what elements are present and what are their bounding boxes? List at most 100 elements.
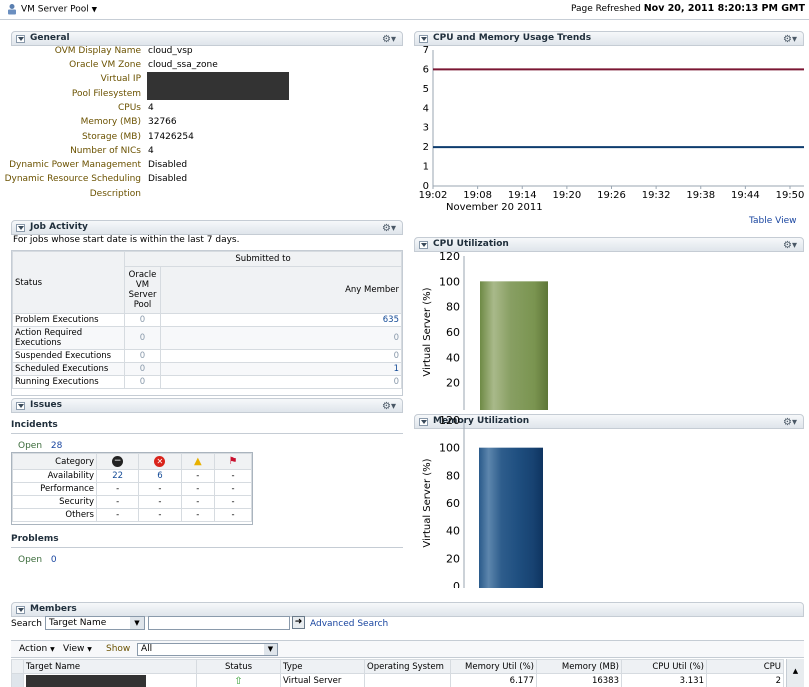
y-tick-label: 0 [453, 580, 460, 588]
gear-icon[interactable]: ⚙▾ [783, 417, 797, 428]
members-toolbar: Action ▼ View ▼ Show All ▼ [11, 640, 804, 658]
table-row: Others - - - - [12, 508, 252, 522]
col-status[interactable]: Status [196, 659, 281, 674]
chevron-down-icon: ▼ [264, 644, 277, 655]
x-tick-label: 19:26 [597, 190, 626, 201]
general-value: Disabled [148, 160, 188, 170]
member-cell[interactable]: 635 [160, 313, 402, 327]
submitted-col-header: Submitted to [124, 251, 402, 267]
general-value: cloud_ssa_zone [148, 60, 218, 70]
page-refreshed: Page Refreshed Nov 20, 2011 8:20:13 PM G… [571, 3, 805, 14]
job-activity-header: Job Activity ⚙▾ [11, 220, 403, 235]
count-cell[interactable]: 6 [138, 469, 182, 483]
col-type[interactable]: Type [280, 659, 365, 674]
cpu-cell: 2 [706, 673, 784, 687]
table-view-link[interactable]: Table View [749, 216, 797, 226]
collapse-toggle[interactable] [16, 402, 25, 410]
view-menu[interactable]: View ▼ [63, 644, 92, 654]
open-count-link[interactable]: 28 [50, 441, 63, 451]
count-cell: - [138, 482, 182, 496]
chevron-down-icon: ▼ [50, 646, 55, 653]
fatal-col-header: − [95, 453, 140, 470]
general-label: Dynamic Resource Scheduling [4, 174, 141, 184]
y-tick-label: 4 [423, 103, 429, 114]
y-tick-label: 60 [446, 326, 460, 339]
scroll-up-icon[interactable]: ▲ [792, 667, 799, 675]
col-cpu[interactable]: CPU [706, 659, 784, 674]
warning-icon: ▲ [193, 456, 202, 467]
y-tick-label: 20 [446, 552, 460, 565]
gear-icon[interactable]: ⚙▾ [783, 34, 797, 45]
trend-header: CPU and Memory Usage Trends ⚙▾ [414, 31, 804, 46]
gear-icon[interactable]: ⚙▾ [382, 401, 396, 412]
show-label: Show [106, 644, 131, 654]
pool-cell: 0 [124, 313, 161, 327]
x-tick-label: 19:08 [463, 190, 492, 201]
col-os[interactable]: Operating System [364, 659, 451, 674]
page-title: VM Server Pool [21, 4, 89, 15]
general-label: Storage (MB) [81, 132, 141, 142]
collapse-toggle[interactable] [16, 35, 25, 43]
job-subtitle: For jobs whose start date is within the … [13, 235, 240, 245]
count-cell[interactable]: 22 [95, 469, 140, 483]
critical-col-header: ✕ [138, 453, 182, 470]
collapse-toggle[interactable] [16, 224, 25, 232]
search-label: Search [11, 619, 42, 629]
count-cell: - [95, 482, 140, 496]
col-target-name[interactable]: Target Name [23, 659, 197, 674]
collapse-toggle[interactable] [419, 241, 428, 249]
col-memory-util[interactable]: Memory Util (%) [450, 659, 537, 674]
page-title-menu[interactable]: VM Server Pool ▼ [6, 3, 97, 15]
member-col-header: Any Member [160, 266, 402, 314]
collapse-toggle[interactable] [16, 606, 25, 614]
category-cell: Availability [12, 469, 97, 483]
page-header: VM Server Pool ▼ Page Refreshed Nov 20, … [0, 0, 809, 20]
gear-icon[interactable]: ⚙▾ [783, 240, 797, 251]
search-field-select[interactable]: Target Name ▼ [45, 616, 145, 630]
table-row[interactable]: ⇧ Virtual Server 6.177 16383 3.131 2 [11, 673, 784, 687]
gear-icon[interactable]: ⚙▾ [382, 34, 396, 45]
y-tick-label: 60 [446, 497, 460, 510]
action-menu[interactable]: Action ▼ [19, 644, 55, 654]
issues-header: Issues ⚙▾ [11, 398, 403, 413]
general-label: Oracle VM Zone [69, 60, 141, 70]
open-label: Open [18, 441, 43, 451]
x-tick-label: 19:44 [731, 190, 760, 201]
col-cpu-util[interactable]: CPU Util (%) [621, 659, 707, 674]
problems-open-count-link[interactable]: 0 [50, 555, 57, 565]
gear-icon[interactable]: ⚙▾ [382, 223, 396, 234]
flag-icon: ⚑ [228, 456, 238, 467]
table-row: Running Executions 0 0 [12, 375, 402, 389]
chevron-down-icon[interactable]: ▼ [91, 5, 98, 14]
problems-open: Open 0 [18, 555, 57, 565]
search-go-icon[interactable]: ➜ [292, 616, 305, 629]
target-name-cell[interactable] [23, 673, 197, 687]
status-col-header: Status [12, 251, 125, 314]
show-select[interactable]: All ▼ [137, 643, 278, 656]
collapse-toggle[interactable] [419, 418, 428, 426]
warning-col-header: ▲ [180, 453, 216, 470]
member-cell: 0 [160, 349, 402, 363]
vertical-scrollbar[interactable]: ▲ [786, 659, 804, 687]
collapse-toggle[interactable] [419, 35, 428, 43]
count-cell: - [138, 495, 182, 509]
cpu-util-header: CPU Utilization ⚙▾ [414, 237, 804, 252]
incidents-table: Category − ✕ ▲ ⚑ Availability 22 6 - - P… [11, 452, 253, 525]
col-memory-mb[interactable]: Memory (MB) [536, 659, 622, 674]
search-input[interactable] [148, 616, 290, 630]
y-tick-label: 1 [423, 162, 429, 173]
row-selector[interactable] [11, 673, 24, 687]
count-cell: - [214, 508, 252, 522]
y-tick-label: 20 [446, 377, 460, 390]
advanced-search-link[interactable]: Advanced Search [310, 619, 389, 629]
trend-title: CPU and Memory Usage Trends [433, 33, 592, 43]
count-cell: - [95, 495, 140, 509]
x-tick-label: 19:32 [642, 190, 671, 201]
refreshed-label: Page Refreshed [570, 4, 641, 14]
general-label: OVM Display Name [54, 46, 141, 56]
member-cell[interactable]: 1 [160, 362, 402, 376]
count-cell: - [180, 469, 216, 483]
trend-chart: 0 1 2 3 4 5 6 7 19:02 19:08 19:14 19:20 19:26 19:32 19… [419, 46, 805, 213]
type-cell: Virtual Server [280, 673, 365, 687]
status-cell: Problem Executions [12, 313, 125, 327]
